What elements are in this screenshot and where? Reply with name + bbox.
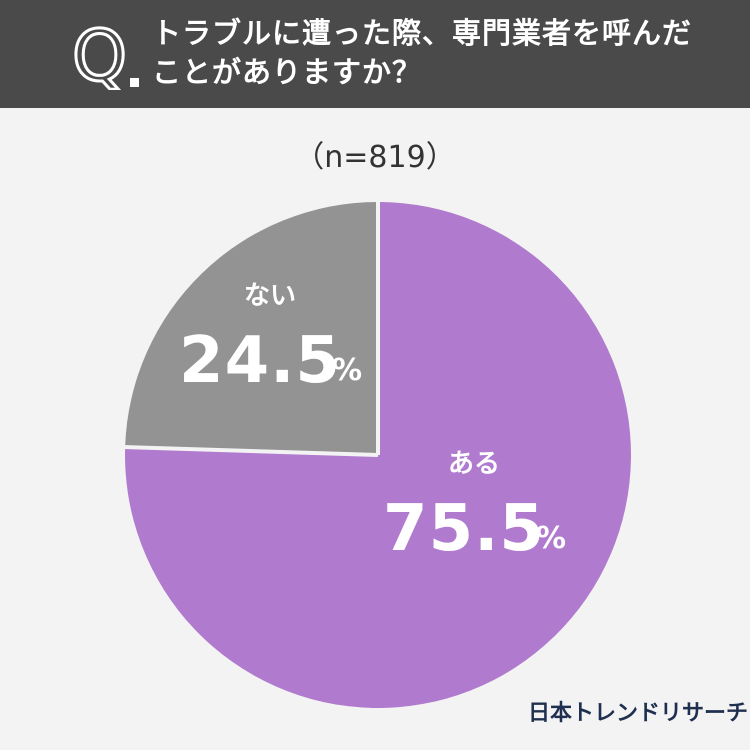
slice-label-yes: ある [448, 449, 500, 479]
question-line-1: トラブルに遭った際、専門業者を呼んだ [152, 16, 693, 50]
sample-size: （n=819） [294, 140, 456, 175]
question-header: Q トラブルに遭った際、専門業者を呼んだ ことがありますか？ [0, 0, 750, 108]
q-icon: Q [71, 18, 129, 90]
brand-logo: 日本トレンドリサーチ [528, 701, 749, 726]
slice-unit-yes: % [536, 521, 566, 556]
slice-label-no: ない [244, 281, 296, 311]
slice-value-no: 24.5 [179, 324, 341, 398]
slice-separator [123, 444, 379, 457]
slice-value-yes: 75.5 [383, 492, 545, 566]
q-dot [130, 78, 139, 87]
pie-slice-no [125, 202, 378, 455]
slice-unit-no: % [332, 353, 362, 388]
q-letter: Q [72, 18, 127, 90]
question-line-2: ことがありますか？ [152, 55, 423, 89]
question-text: トラブルに遭った際、専門業者を呼んだ ことがありますか？ [152, 14, 732, 92]
